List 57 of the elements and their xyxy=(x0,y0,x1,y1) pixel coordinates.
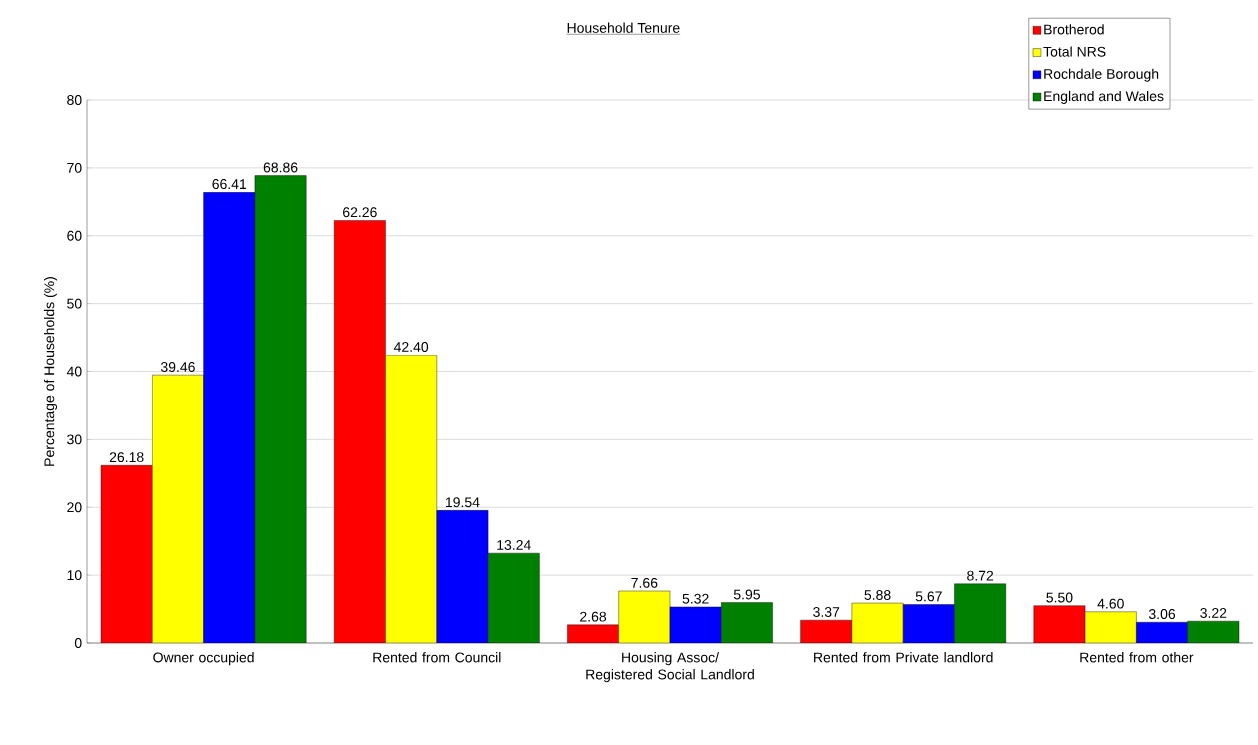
y-tick-label: 20 xyxy=(67,502,82,513)
bar xyxy=(670,606,722,643)
bar xyxy=(721,602,773,643)
data-label: 4.60 xyxy=(1097,598,1124,609)
bar xyxy=(1033,605,1086,643)
y-axis-title: Percentage of Households (%) xyxy=(43,277,58,466)
data-label: 5.50 xyxy=(1046,592,1073,603)
bar xyxy=(567,624,619,643)
y-tick-label: 70 xyxy=(67,162,82,173)
data-label: 66.41 xyxy=(212,179,247,190)
data-label: 68.86 xyxy=(263,162,298,173)
chart-title: Household Tenure xyxy=(567,22,680,33)
bar xyxy=(203,192,255,643)
bar xyxy=(436,510,489,643)
y-tick-label: 50 xyxy=(67,298,82,309)
data-label: 5.32 xyxy=(682,593,709,604)
bar xyxy=(100,465,153,643)
legend-label: Brotherod xyxy=(1044,24,1104,35)
bar xyxy=(954,583,1006,643)
data-label: 26.18 xyxy=(109,452,144,463)
data-label: 8.72 xyxy=(967,570,994,581)
bar xyxy=(851,603,904,643)
legend-label: Rochdale Borough xyxy=(1044,68,1159,82)
data-label: 5.88 xyxy=(864,589,891,600)
data-label: 3.37 xyxy=(813,607,840,617)
y-tick-label: 0 xyxy=(74,638,82,648)
x-tick-label: Housing Assoc/ Registered Social Landlord xyxy=(586,652,754,683)
x-tick-label: Rented from other xyxy=(1080,652,1194,663)
legend-label: England and Wales xyxy=(1044,90,1164,104)
data-label: 39.46 xyxy=(160,362,195,372)
y-tick-label: 60 xyxy=(67,230,82,241)
data-label: 19.54 xyxy=(445,497,480,508)
y-tick-label: 40 xyxy=(66,366,82,377)
bar xyxy=(488,553,540,643)
data-label: 7.66 xyxy=(631,577,658,588)
data-label: 13.24 xyxy=(497,540,531,550)
data-label: 5.67 xyxy=(915,591,942,602)
bar xyxy=(334,220,386,643)
x-tick-label: Rented from Council xyxy=(373,652,501,663)
data-label: 2.68 xyxy=(580,611,607,622)
bar xyxy=(152,375,204,643)
data-label: 5.95 xyxy=(733,589,760,600)
y-tick-label: 30 xyxy=(67,434,82,445)
data-label: 3.06 xyxy=(1148,609,1176,620)
bar xyxy=(254,175,307,643)
bar xyxy=(903,604,955,643)
x-tick-label: Rented from Private landlord xyxy=(814,652,993,663)
bar xyxy=(618,591,670,643)
bar xyxy=(385,355,437,643)
data-label: 62.26 xyxy=(343,207,377,218)
data-label: 42.40 xyxy=(393,342,429,353)
y-tick-label: 80 xyxy=(67,95,82,105)
y-tick-label: 10 xyxy=(67,570,82,581)
legend-label: Total NRS xyxy=(1043,46,1106,57)
data-label: 3.22 xyxy=(1200,608,1227,618)
bar xyxy=(1084,611,1137,643)
x-tick-label: Owner occupied xyxy=(153,652,254,666)
